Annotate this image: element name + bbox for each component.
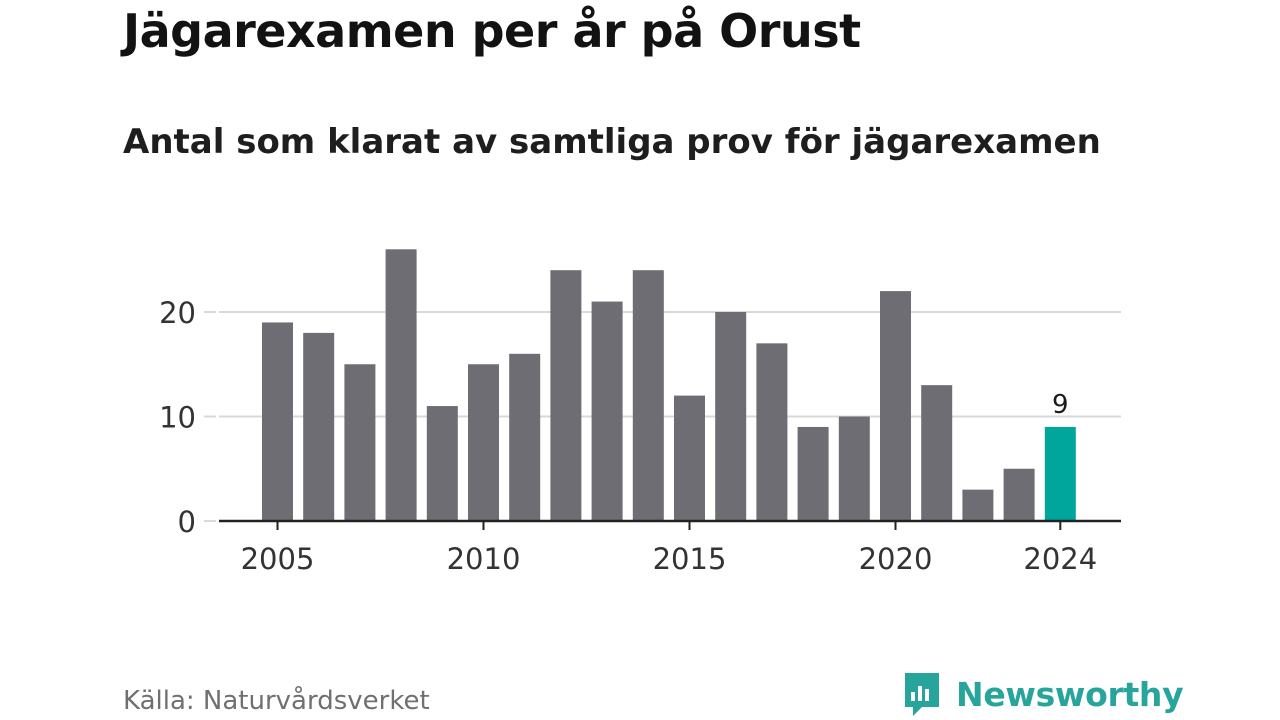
bar-2009 [426,406,458,521]
chart-title: Jägarexamen per år på Orust [123,4,861,58]
bar-2013 [591,301,623,521]
bar-2014 [632,270,664,521]
bar-2018 [797,426,829,521]
data-label: 9 [1052,390,1069,420]
bar-2024 [1044,426,1076,521]
bar-2008 [385,249,417,522]
bar-2007 [344,364,376,521]
x-tick-label: 2010 [447,542,521,576]
bar-2015 [674,395,705,521]
bar-2005 [262,322,293,521]
bar-2011 [509,353,541,521]
bar-2012 [550,270,582,521]
bar-2020 [880,291,911,521]
bar-2019 [838,416,870,521]
x-tick-label: 2015 [653,542,727,576]
bar-2006 [303,332,335,521]
source-note: Källa: Naturvårdsverket [123,686,430,716]
brand-logo: Newsworthy [902,670,1184,718]
y-tick-label: 0 [178,505,196,539]
x-tick-label: 2020 [859,542,933,576]
bars [262,249,1076,522]
bar-2022 [962,489,994,521]
newsworthy-logo-icon [905,673,939,716]
y-tick-label: 10 [159,401,196,435]
bar-2016 [715,312,747,521]
bar-2010 [468,364,499,521]
x-tick-label: 2024 [1023,542,1097,576]
bar-2023 [1003,468,1035,521]
brand-name: Newsworthy [956,674,1184,714]
y-axis: 0 10 20 [159,296,216,539]
bar-chart: 9 2005 2010 2015 2020 2024 0 10 20 [159,249,1121,576]
chart-subtitle: Antal som klarat av samtliga prov för jä… [123,122,1101,162]
y-tick-label: 20 [159,296,196,330]
x-axis: 2005 2010 2015 2020 2024 [219,519,1121,576]
bar-2021 [921,385,953,521]
bar-2017 [756,343,788,521]
x-tick-label: 2005 [241,542,315,576]
data-labels: 9 [1052,390,1069,420]
